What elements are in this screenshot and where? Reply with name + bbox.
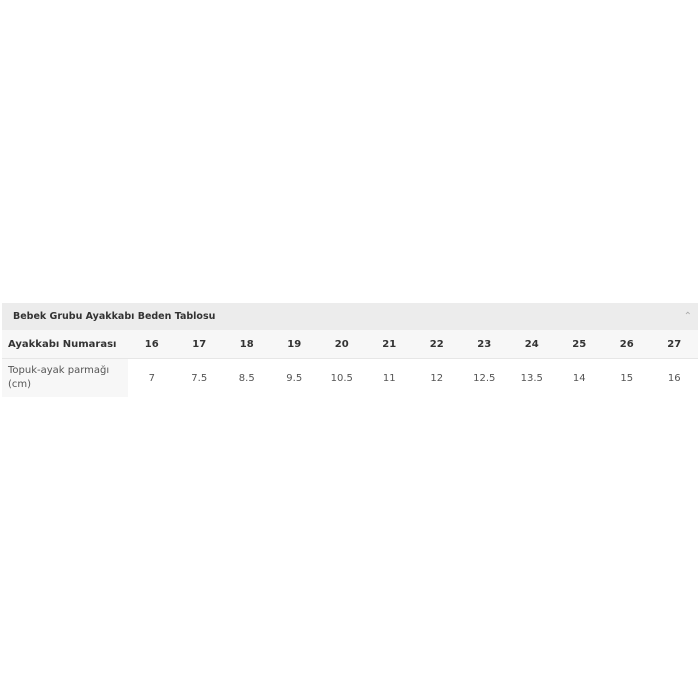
row-header: Ayakkabı Numarası — [2, 330, 128, 359]
length-cell: 12 — [430, 372, 444, 384]
length-cell: 13.5 — [520, 372, 543, 384]
size-cell: 20 — [318, 330, 366, 359]
accordion-header[interactable]: Bebek Grubu Ayakkabı Beden Tablosu ⌃ — [2, 303, 698, 330]
size-table: Ayakkabı Numarası 16 17 18 19 20 21 22 23 24 25 26… — [2, 330, 698, 397]
size-cell: 24 — [508, 330, 556, 359]
size-cell: 21 — [365, 330, 413, 359]
length-cell: 15 — [620, 372, 634, 384]
length-cell: 9.5 — [286, 372, 303, 384]
length-cell: 14 — [572, 372, 586, 384]
size-cell: 26 — [603, 330, 651, 359]
size-cell: 22 — [413, 330, 461, 359]
row-header: Topuk-ayak parmağı (cm) — [2, 358, 128, 397]
length-cell: 16 — [667, 372, 681, 384]
table-row-lengths: Topuk-ayak parmağı (cm) 7 7.5 8.5 9.5 10.5 11… — [2, 358, 698, 397]
size-cell: 17 — [175, 330, 223, 359]
chevron-up-icon[interactable]: ⌃ — [683, 311, 692, 322]
length-cell: 7.5 — [191, 372, 208, 384]
size-chart-panel: Bebek Grubu Ayakkabı Beden Tablosu ⌃ Aya… — [2, 303, 698, 397]
size-cell: 18 — [223, 330, 271, 359]
size-cell: 25 — [555, 330, 603, 359]
length-cell: 12.5 — [473, 372, 496, 384]
length-cell: 11 — [382, 372, 396, 384]
length-cell: 7 — [148, 372, 155, 384]
length-cell: 8.5 — [238, 372, 255, 384]
size-cell: 23 — [460, 330, 508, 359]
size-cell: 19 — [270, 330, 318, 359]
size-cell: 16 — [128, 330, 176, 359]
panel-title: Bebek Grubu Ayakkabı Beden Tablosu — [13, 311, 216, 322]
table-row-sizes: Ayakkabı Numarası 16 17 18 19 20 21 22 23 24 25 26… — [2, 330, 698, 359]
length-cell: 10.5 — [330, 372, 353, 384]
size-cell: 27 — [650, 330, 698, 359]
